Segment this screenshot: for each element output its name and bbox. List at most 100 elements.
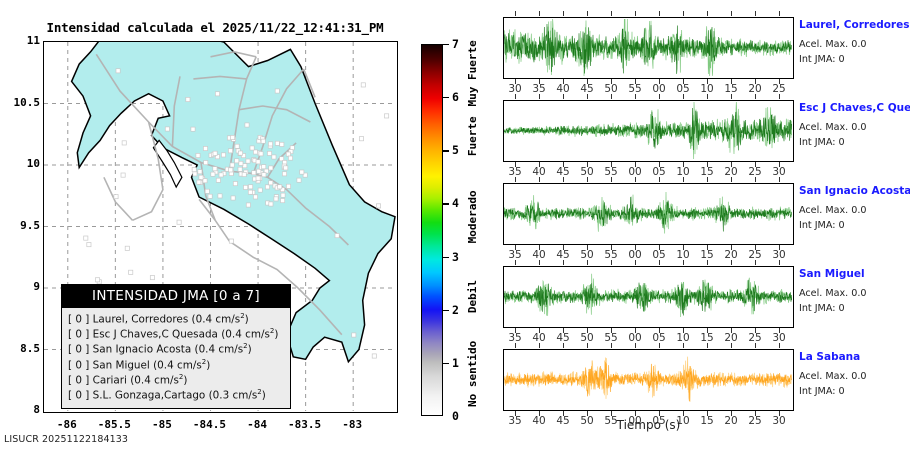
x-tick-label: 10: [676, 415, 690, 427]
x-tick-label: 40: [532, 332, 546, 344]
tick-mark: [755, 245, 756, 250]
x-tick-label: 00: [652, 83, 666, 95]
station-marker: [241, 153, 246, 159]
map-lat-tick: 9.5: [20, 218, 40, 232]
x-tick-label: 35: [532, 83, 546, 95]
tick-mark: [683, 411, 684, 416]
seismogram-jma-intensity: Int JMA: 0: [799, 137, 845, 148]
station-marker: [202, 178, 208, 184]
station-marker: [230, 195, 236, 201]
tick-mark: [779, 411, 780, 416]
tick-mark: [563, 411, 564, 416]
station-marker: [359, 136, 364, 142]
tick-mark: [755, 411, 756, 416]
legend-acceleration: (0.4 cm/s: [188, 313, 241, 326]
tick-mark: [731, 411, 732, 416]
colorbar-tick-label: 0: [452, 409, 459, 423]
station-marker: [251, 170, 257, 176]
station-marker: [128, 269, 134, 275]
tick-mark: [731, 260, 732, 265]
seismogram-panel[interactable]: [503, 17, 794, 79]
station-marker: [299, 169, 305, 175]
seismogram-panel[interactable]: [503, 100, 794, 162]
colorbar-tick-label: 4: [452, 196, 459, 211]
tick-mark: [683, 245, 684, 250]
tick-mark: [731, 343, 732, 348]
station-marker: [288, 149, 294, 155]
tick-mark: [515, 328, 516, 333]
legend-intensity: [ 0 ]: [68, 313, 90, 326]
station-marker: [268, 165, 274, 171]
tick-mark: [683, 162, 684, 167]
x-tick-label: 35: [508, 332, 522, 344]
station-marker: [245, 158, 251, 164]
x-tick-label: 55: [604, 415, 618, 427]
map-lon-tick: -84: [247, 418, 267, 431]
tick-mark: [755, 94, 756, 99]
seismogram-panel[interactable]: [503, 266, 794, 328]
station-marker: [384, 113, 390, 119]
legend-acceleration: (0.4 cm/s: [126, 374, 179, 387]
seismogram-panel[interactable]: [503, 349, 794, 411]
colorbar-tick-label: 1: [452, 355, 459, 370]
station-marker: [256, 168, 262, 174]
station-marker: [351, 332, 357, 338]
station-marker: [149, 275, 155, 281]
station-marker: [120, 172, 126, 178]
legend-station-name: Laurel, Corredores: [89, 313, 189, 326]
station-marker: [244, 122, 250, 128]
seismogram-trace: [504, 101, 792, 160]
seismogram-max-acceleration: Acel. Max. 0.0: [799, 205, 867, 216]
station-marker: [245, 202, 251, 208]
tick-mark: [515, 162, 516, 167]
legend-intensity: [ 0 ]: [68, 374, 90, 387]
seismogram-jma-intensity: Int JMA: 0: [799, 220, 845, 231]
x-tick-label: 10: [676, 166, 690, 178]
tick-mark: [539, 245, 540, 250]
tick-mark: [539, 260, 540, 265]
x-tick-label: 35: [508, 415, 522, 427]
x-tick-label: 45: [556, 332, 570, 344]
station-marker: [124, 245, 130, 251]
station-marker: [115, 68, 121, 74]
x-tick-label: 30: [772, 249, 786, 261]
station-marker: [197, 169, 203, 175]
station-marker: [83, 235, 89, 241]
station-marker: [268, 141, 273, 147]
tick-mark: [635, 343, 636, 348]
tick-mark: [611, 11, 612, 16]
map-lon-tick: -84.5: [192, 418, 227, 431]
tick-mark: [779, 245, 780, 250]
tick-mark: [611, 260, 612, 265]
seismogram-x-axis: 35 40 45 50 55 00 05 10 15 20 25 30: [503, 328, 794, 346]
tick-mark: [611, 79, 612, 84]
x-tick-label: 25: [748, 249, 762, 261]
x-tick-label: 05: [652, 332, 666, 344]
tick-mark: [635, 411, 636, 416]
seismogram-jma-intensity: Int JMA: 0: [799, 386, 845, 397]
legend-unit-exponent: 2: [257, 388, 262, 397]
station-marker: [238, 160, 244, 166]
x-tick-label: 20: [748, 83, 762, 95]
costa-rica-landmass: [70, 42, 396, 364]
station-marker: [228, 148, 233, 154]
colorbar-category-label: No sentido: [466, 340, 479, 407]
x-tick-label: 50: [580, 249, 594, 261]
x-tick-label: 50: [580, 415, 594, 427]
tick-mark: [659, 177, 660, 182]
tick-mark: [683, 177, 684, 182]
tick-mark: [539, 177, 540, 182]
tick-mark: [731, 79, 732, 84]
tick-mark: [755, 343, 756, 348]
legend-acceleration: (0.3 cm/s: [205, 389, 258, 402]
tick-mark: [731, 94, 732, 99]
seismogram-top-ticks: [503, 11, 794, 17]
tick-mark: [611, 162, 612, 167]
tick-mark: [659, 411, 660, 416]
seismogram-top-ticks: [503, 260, 794, 266]
x-tick-label: 40: [532, 249, 546, 261]
x-tick-label: 00: [628, 332, 642, 344]
seismogram-panel[interactable]: [503, 183, 794, 245]
station-marker: [267, 150, 272, 156]
tick-mark: [707, 162, 708, 167]
